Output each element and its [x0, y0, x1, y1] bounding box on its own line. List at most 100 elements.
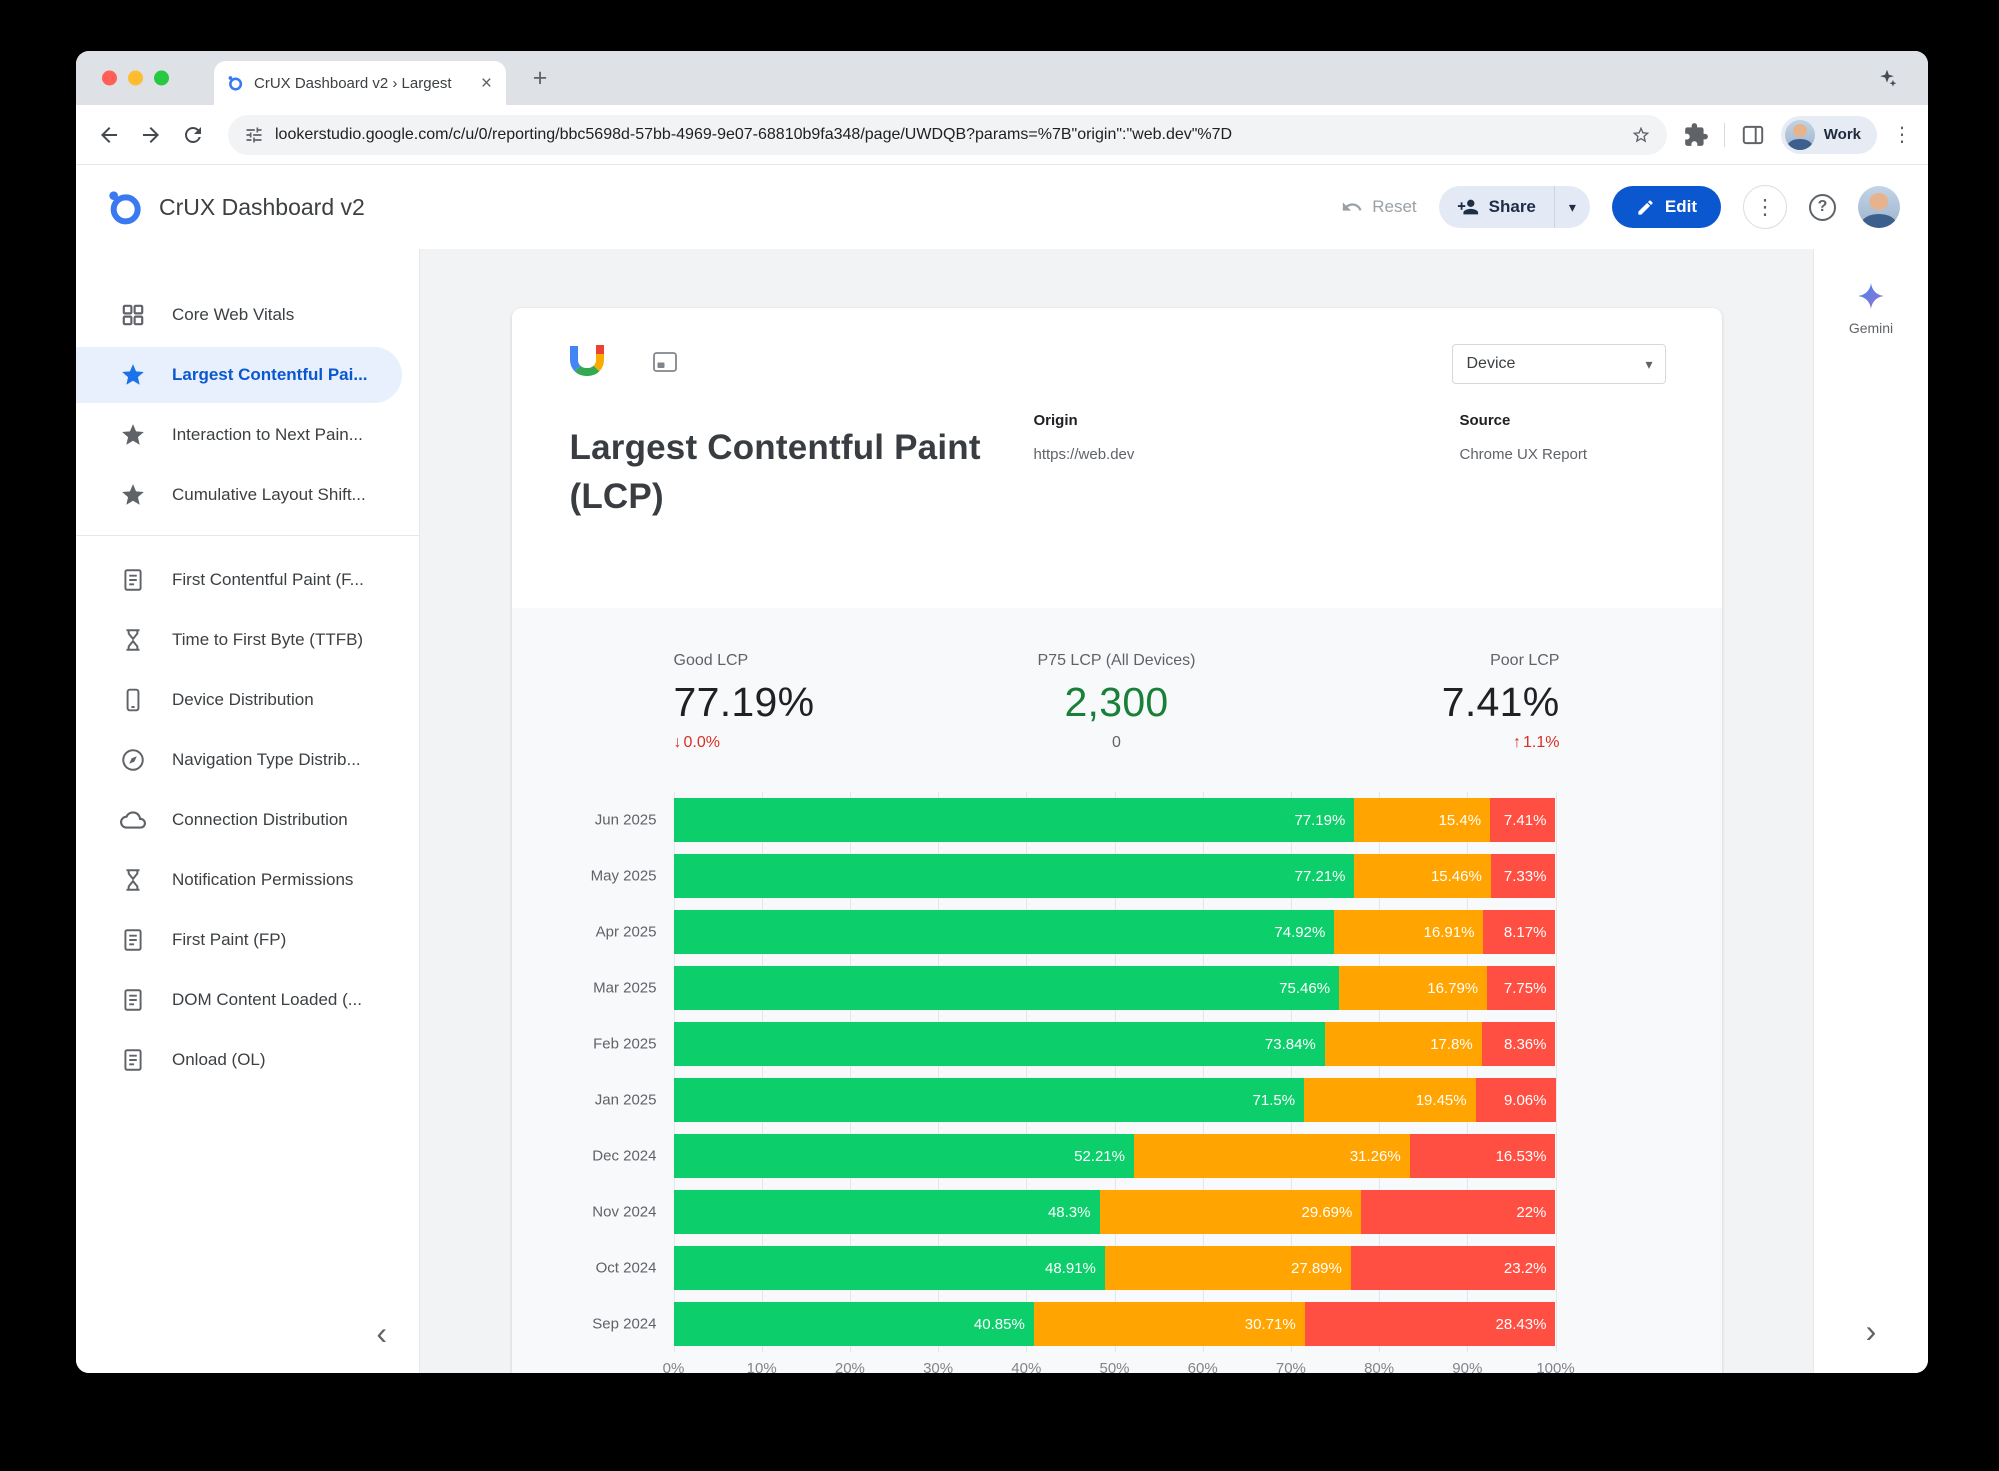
account-avatar[interactable]	[1858, 186, 1900, 228]
bar-segment-poor[interactable]: 8.17%	[1483, 910, 1556, 954]
sidebar-item-label: Core Web Vitals	[172, 305, 295, 324]
bar-segment-needs-improvement[interactable]: 31.26%	[1133, 1134, 1410, 1178]
x-axis-tick: 10%	[746, 1360, 777, 1373]
forward-button[interactable]	[134, 118, 168, 152]
sidebar-item-dom-content-loaded[interactable]: DOM Content Loaded (...	[76, 972, 419, 1028]
edit-button[interactable]: Edit	[1611, 186, 1721, 228]
profile-chip[interactable]: Work	[1780, 115, 1877, 154]
sidebar-item-first-contentful-paint-f[interactable]: First Contentful Paint (F...	[76, 552, 419, 608]
reset-button[interactable]: Reset	[1341, 196, 1417, 218]
expand-panel-icon[interactable]: ›	[1865, 1313, 1877, 1349]
bar-segment-poor[interactable]: 9.06%	[1475, 1078, 1556, 1122]
site-info-icon[interactable]	[244, 125, 264, 145]
sidebar-item-onload-ol[interactable]: Onload (OL)	[76, 1032, 419, 1088]
bar-segment-needs-improvement[interactable]: 15.46%	[1354, 854, 1491, 898]
tab-close-icon[interactable]: ×	[480, 72, 492, 94]
star-icon	[120, 482, 146, 508]
bar-segment-poor[interactable]: 23.2%	[1350, 1246, 1556, 1290]
collapse-sidebar-icon[interactable]: ‹	[376, 1315, 387, 1351]
share-dropdown-caret[interactable]: ▾	[1553, 186, 1590, 228]
bar-segment-poor[interactable]: 28.43%	[1304, 1302, 1556, 1346]
bar-segment-needs-improvement[interactable]: 27.89%	[1104, 1246, 1351, 1290]
sidebar-item-first-paint-fp[interactable]: First Paint (FP)	[76, 912, 419, 968]
report-menu-button[interactable]: ⋮	[1743, 185, 1787, 229]
window-fullscreen-button[interactable]	[154, 70, 169, 86]
bar-segment-good[interactable]: 75.46%	[673, 966, 1340, 1010]
gridline	[1379, 792, 1381, 1352]
device-filter-dropdown[interactable]: Device ▾	[1451, 344, 1666, 384]
doc-icon	[120, 987, 146, 1013]
bar-segment-good[interactable]: 74.92%	[673, 910, 1335, 954]
new-tab-button[interactable]: +	[532, 63, 548, 92]
url-text[interactable]: lookerstudio.google.com/c/u/0/reporting/…	[275, 125, 1233, 143]
window-minimize-button[interactable]	[128, 70, 143, 86]
bar-segment-good[interactable]: 77.19%	[673, 798, 1355, 842]
share-button[interactable]: Share ▾	[1438, 186, 1590, 228]
bar-segment-poor[interactable]: 8.36%	[1481, 1022, 1556, 1066]
sidebar-item-interaction-to-next-pain[interactable]: Interaction to Next Pain...	[76, 407, 419, 463]
scorecard-value: 77.19%	[673, 679, 815, 725]
bar-segment-poor[interactable]: 16.53%	[1409, 1134, 1556, 1178]
bar-segment-good[interactable]: 77.21%	[673, 854, 1355, 898]
browser-menu-icon[interactable]: ⋮	[1892, 124, 1912, 146]
sidebar-item-notification-permissions[interactable]: Notification Permissions	[76, 852, 419, 908]
browser-tab[interactable]: CrUX Dashboard v2 › Largest ×	[214, 61, 506, 105]
bar-segment-needs-improvement[interactable]: 17.8%	[1324, 1022, 1482, 1066]
bar-segment-needs-improvement[interactable]: 16.79%	[1339, 966, 1488, 1010]
header-actions: Reset Share ▾ Edit ⋮ ?	[1341, 185, 1900, 229]
bar-segment-poor[interactable]: 22%	[1361, 1190, 1556, 1234]
toolbar-right-cluster: Work ⋮	[1683, 115, 1912, 154]
gridline	[1114, 792, 1116, 1352]
sidebar-item-navigation-type-distrib[interactable]: Navigation Type Distrib...	[76, 732, 419, 788]
help-icon[interactable]: ?	[1809, 193, 1836, 221]
bar-segment-poor[interactable]: 7.41%	[1490, 798, 1556, 842]
scorecard-value: 2,300	[1064, 679, 1169, 725]
bar-segment-poor[interactable]: 7.75%	[1487, 966, 1556, 1010]
sidebar-item-label: First Contentful Paint (F...	[172, 570, 364, 589]
side-panel-icon[interactable]	[1740, 122, 1766, 148]
sidebar-item-connection-distribution[interactable]: Connection Distribution	[76, 792, 419, 848]
bar-segment-good[interactable]: 71.5%	[673, 1078, 1305, 1122]
bar-segment-good[interactable]: 48.91%	[673, 1246, 1105, 1290]
gemini-sparkle-icon[interactable]	[1856, 281, 1886, 311]
chart-row-label: Jun 2025	[594, 811, 657, 829]
sidebar-item-label: Device Distribution	[172, 690, 314, 709]
sidebar-item-core-web-vitals[interactable]: Core Web Vitals	[76, 287, 419, 343]
bar-segment-needs-improvement[interactable]: 16.91%	[1334, 910, 1484, 954]
x-axis-tick: 30%	[923, 1360, 954, 1373]
chart-row-oct-2024: Oct 2024 48.91% 27.89% 23.2%	[596, 1240, 1556, 1296]
back-button[interactable]	[92, 118, 126, 152]
sidebar-item-time-to-first-byte-ttfb[interactable]: Time to First Byte (TTFB)	[76, 612, 419, 668]
sidebar-item-largest-contentful-pai[interactable]: Largest Contentful Pai...	[76, 347, 402, 403]
extensions-puzzle-icon[interactable]	[1683, 122, 1709, 148]
source-value: Chrome UX Report	[1459, 446, 1588, 463]
gridline	[938, 792, 940, 1352]
device-filter-value: Device	[1466, 355, 1516, 372]
bar-segment-needs-improvement[interactable]: 30.71%	[1033, 1302, 1305, 1346]
tab-organize-sparkle-icon[interactable]	[1876, 67, 1898, 89]
bar-segment-good[interactable]: 48.3%	[673, 1190, 1100, 1234]
reload-button[interactable]	[176, 118, 210, 152]
bookmark-star-icon[interactable]	[1631, 125, 1651, 145]
bar-segment-good[interactable]: 73.84%	[673, 1022, 1325, 1066]
x-axis-tick: 90%	[1452, 1360, 1483, 1373]
person-add-icon	[1457, 199, 1478, 215]
bar-segment-needs-improvement[interactable]: 19.45%	[1304, 1078, 1476, 1122]
stacked-bar: 77.19% 15.4% 7.41%	[673, 798, 1556, 842]
sidebar-item-cumulative-layout-shift[interactable]: Cumulative Layout Shift...	[76, 467, 419, 523]
bar-segment-needs-improvement[interactable]: 29.69%	[1099, 1190, 1362, 1234]
bar-segment-poor[interactable]: 7.33%	[1490, 854, 1556, 898]
gridline	[1202, 792, 1204, 1352]
bar-segment-good[interactable]: 40.85%	[673, 1302, 1034, 1346]
scorecard-label: Poor LCP	[1490, 652, 1560, 669]
x-axis-tick: 80%	[1364, 1360, 1395, 1373]
bar-segment-needs-improvement[interactable]: 15.4%	[1354, 798, 1491, 842]
stacked-bar: 52.21% 31.26% 16.53%	[673, 1134, 1556, 1178]
share-main[interactable]: Share	[1439, 186, 1554, 228]
window-close-button[interactable]	[102, 70, 117, 86]
sidebar-item-device-distribution[interactable]: Device Distribution	[76, 672, 419, 728]
bar-segment-good[interactable]: 52.21%	[673, 1134, 1134, 1178]
url-bar[interactable]: lookerstudio.google.com/c/u/0/reporting/…	[228, 114, 1667, 155]
report-name[interactable]: CrUX Dashboard v2	[159, 193, 365, 220]
